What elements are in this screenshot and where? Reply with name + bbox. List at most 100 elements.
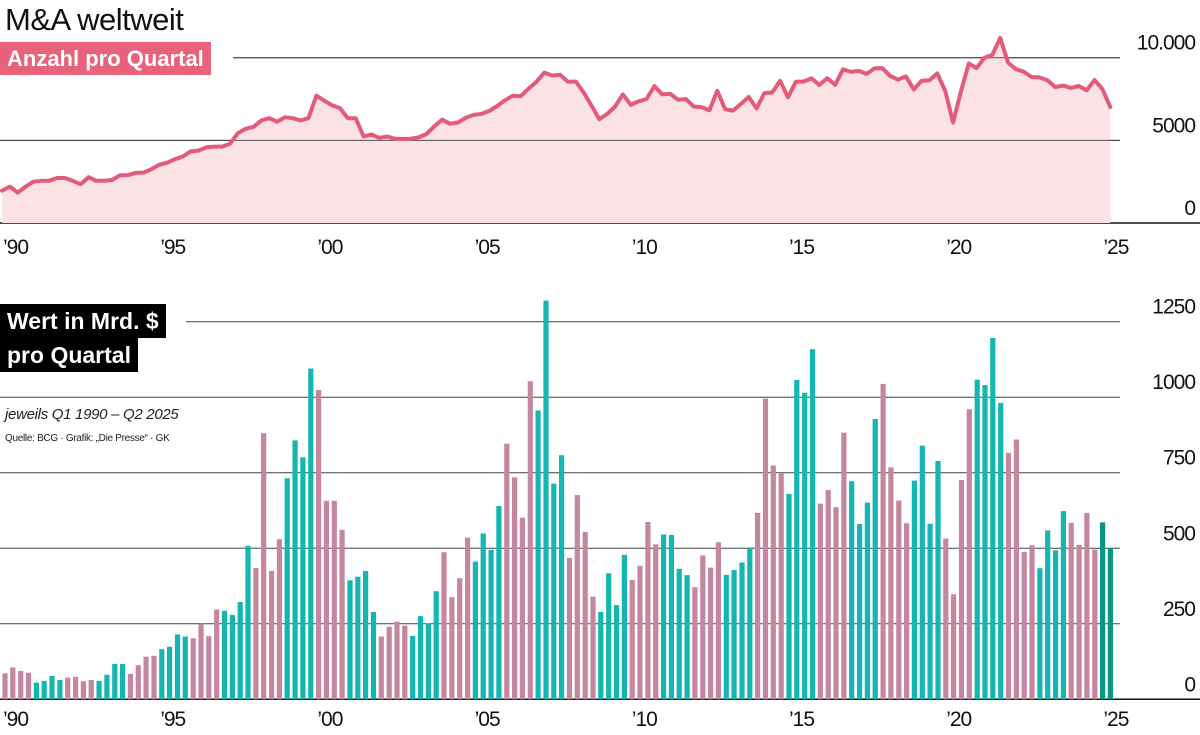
value-bar [739,562,745,700]
value-bar [786,493,792,700]
value-bar [919,445,925,700]
value-bar [543,300,549,700]
value-bar [676,568,682,700]
x-tick-label: ’10 [632,708,657,731]
value-bar [370,612,377,700]
value-bar [104,674,110,700]
value-bar [661,534,667,700]
value-bar [198,623,204,700]
value-bar [410,635,416,700]
value-bar [1107,548,1113,700]
value-bar [762,398,769,700]
value-bar [214,609,220,700]
value-bar [998,403,1004,700]
value-bar [49,676,55,700]
value-bar [684,575,690,700]
value-bar [355,576,361,700]
value-bar [966,409,972,700]
value-bar [896,500,902,700]
count-line [0,35,1113,195]
value-bar [1013,439,1019,700]
value-bar [496,506,502,700]
x-tick-label: ’10 [632,236,657,259]
value-bar [1029,545,1035,700]
value-bar [943,538,949,700]
x-tick-label: ’20 [946,708,971,731]
value-bar [112,664,118,700]
value-bar [559,455,565,700]
x-tick-label: ’25 [1103,708,1128,731]
x-tick-label: ’25 [1103,236,1128,259]
value-bar [269,570,275,700]
y-tick-label: 1250 [1152,296,1195,319]
value-bar [825,490,831,700]
value-bar [1100,522,1106,700]
value-bar [715,542,721,700]
y-tick-label: 750 [1163,447,1195,470]
x-tick-label: ’95 [160,708,185,731]
value-bar [253,567,259,700]
x-tick-label: ’05 [475,708,500,731]
value-bar [637,565,643,700]
value-bar [590,596,596,700]
value-series-label-line2: pro Quartal [0,338,138,372]
value-bar [96,680,102,700]
value-bar [770,465,776,700]
value-bar [245,545,251,700]
value-bar [347,580,353,700]
value-bar [911,480,917,700]
value-bar [904,523,910,700]
y-tick-label: 10.000 [1137,32,1196,55]
value-bar [449,597,455,700]
value-bar [316,390,322,700]
value-bar [606,573,612,700]
value-bar [668,535,674,700]
value-bar [308,368,314,700]
value-bar [723,574,729,700]
x-tick-label: ’15 [789,708,814,731]
y-tick-label: 500 [1163,522,1195,545]
value-bar [174,634,181,700]
value-bar [339,529,345,700]
value-bar [629,580,635,700]
value-bar [692,587,698,700]
value-bar [127,673,133,700]
value-bar [378,636,384,700]
count-chart: 0 5000 10.000 ’90 ’95 ’00 ’05 ’10 ’15 ’20 ’25 [0,32,1200,259]
value-bar [323,500,329,700]
value-bar [386,626,392,700]
value-bar [221,610,228,700]
value-bar [857,524,863,700]
value-bar [465,537,471,700]
value-bar [598,612,604,700]
value-bar [206,636,212,700]
value-bar [551,483,557,700]
value-bar [1005,452,1012,700]
value-bar [73,676,79,700]
x-tick-label: ’15 [789,236,814,259]
value-bar [276,539,282,700]
value-bar [1068,522,1074,700]
y-tick-label: 5000 [1152,114,1195,137]
value-bar [574,495,580,700]
value-bar [778,473,784,700]
value-bar [582,531,588,700]
value-bar [472,561,478,700]
value-bar [566,557,573,700]
value-bar [527,381,533,700]
value-bar [888,467,894,700]
value-bar [182,636,188,700]
value-bar [958,480,965,700]
value-bar [708,567,714,700]
value-bar [653,544,659,700]
value-bar [990,338,996,700]
value-bar [57,680,63,700]
source-note: Quelle: BCG · Grafik: „Die Presse“ · GK [5,433,170,444]
value-bar [927,523,933,700]
chart-title: M&A weltweit [5,2,184,37]
value-bar [167,646,173,700]
value-bar [394,621,400,700]
x-tick-label: ’00 [317,236,342,259]
value-bar [817,503,823,700]
value-bar [261,433,267,700]
